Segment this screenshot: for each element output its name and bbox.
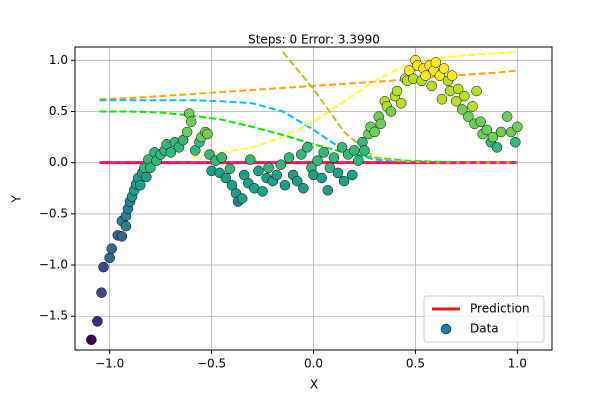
- scatter-point: [512, 121, 523, 133]
- plot-area: [99, 51, 518, 165]
- scatter-point: [279, 179, 291, 191]
- line-series: [282, 51, 518, 164]
- y-tick-label: −0.5: [39, 206, 68, 220]
- scatter-point: [426, 80, 437, 92]
- scatter-point: [202, 128, 213, 140]
- scatter-point: [116, 231, 128, 242]
- scatter-point: [271, 169, 283, 181]
- scatter-point: [391, 85, 403, 97]
- scatter-point: [316, 172, 327, 184]
- legend-label: Prediction: [470, 302, 530, 316]
- scatter-point: [185, 116, 197, 127]
- x-tick-label: −1.0: [95, 357, 124, 371]
- scatter-point: [487, 131, 499, 143]
- scatter-point: [349, 145, 360, 156]
- scatter-point: [346, 169, 358, 181]
- scatter-point: [322, 185, 334, 196]
- scatter-point: [420, 70, 431, 81]
- scatter-point: [457, 104, 468, 115]
- scatter-point: [220, 172, 232, 184]
- scatter-point: [510, 136, 521, 148]
- scatter-point: [134, 179, 146, 191]
- line-series: [99, 69, 518, 101]
- y-tick-label: −1.5: [39, 309, 68, 323]
- scatter-point: [104, 252, 115, 264]
- scatter-point: [491, 142, 503, 153]
- scatter-point: [253, 165, 264, 177]
- scatter-point: [275, 159, 287, 170]
- y-tick-label: 0.0: [49, 155, 68, 169]
- scatter-point: [359, 145, 370, 156]
- scatter-point: [353, 155, 364, 166]
- scatter-point: [385, 106, 397, 117]
- scatter-point: [452, 83, 464, 95]
- scatter-point: [369, 126, 380, 138]
- scatter-point: [475, 116, 486, 127]
- scatter-point: [141, 171, 152, 183]
- scatter-point: [98, 261, 109, 273]
- scatter-point: [438, 63, 450, 74]
- chart-title: Steps: 0 Error: 3.3990: [248, 33, 380, 47]
- plot-frame: [74, 46, 553, 351]
- x-tick-label: 0.5: [406, 357, 425, 371]
- scatter-point: [312, 155, 323, 166]
- scatter-point: [283, 152, 295, 163]
- scatter-point: [318, 147, 329, 158]
- scatter-point: [436, 93, 448, 105]
- scatter-point: [263, 162, 274, 174]
- scatter-point: [165, 147, 177, 158]
- y-tick-label: 1.0: [49, 53, 68, 67]
- scatter-point: [86, 334, 97, 346]
- scatter-point: [467, 101, 478, 112]
- scatter-point: [463, 111, 474, 122]
- scatter-point: [450, 96, 462, 107]
- scatter-point: [96, 287, 107, 298]
- scatter-point: [145, 162, 156, 174]
- scatter-point: [257, 186, 268, 197]
- scatter-point: [298, 183, 309, 194]
- scatter-point: [501, 111, 513, 122]
- scatter-point: [471, 85, 482, 97]
- scatter-point: [328, 152, 340, 163]
- scatter-point: [375, 118, 387, 130]
- scatter-point: [245, 154, 256, 165]
- scatter-point: [106, 243, 117, 254]
- scatter-point: [296, 149, 307, 160]
- line-series: [191, 51, 518, 159]
- y-tick-label: 0.5: [49, 104, 68, 118]
- scatter-point: [338, 175, 350, 187]
- scatter-point: [224, 163, 236, 175]
- scatter-point: [236, 193, 248, 204]
- legend-marker: [440, 323, 452, 335]
- scatter-point: [181, 126, 193, 138]
- scatter-point: [336, 142, 348, 153]
- scatter-point: [430, 57, 442, 68]
- legend-label: Data: [470, 322, 499, 336]
- scatter-point: [216, 152, 228, 163]
- scatter-point: [291, 175, 303, 187]
- scatter-point: [446, 70, 458, 81]
- scatter-point: [495, 126, 507, 138]
- x-tick-label: 0.0: [304, 357, 323, 371]
- x-tick-label: −0.5: [197, 357, 226, 371]
- scatter-point: [481, 124, 493, 136]
- x-axis-label: X: [310, 378, 318, 392]
- scatter-point: [302, 142, 313, 153]
- x-tick-label: 1.0: [508, 357, 527, 371]
- scatter-point: [324, 162, 336, 174]
- scatter-point: [120, 220, 132, 232]
- scatter-point: [92, 316, 103, 327]
- y-tick-label: −1.0: [39, 258, 68, 272]
- scatter-point: [459, 90, 470, 102]
- y-axis-label: Y: [10, 195, 24, 204]
- scatter-point: [332, 167, 344, 179]
- scatter-point: [395, 98, 407, 109]
